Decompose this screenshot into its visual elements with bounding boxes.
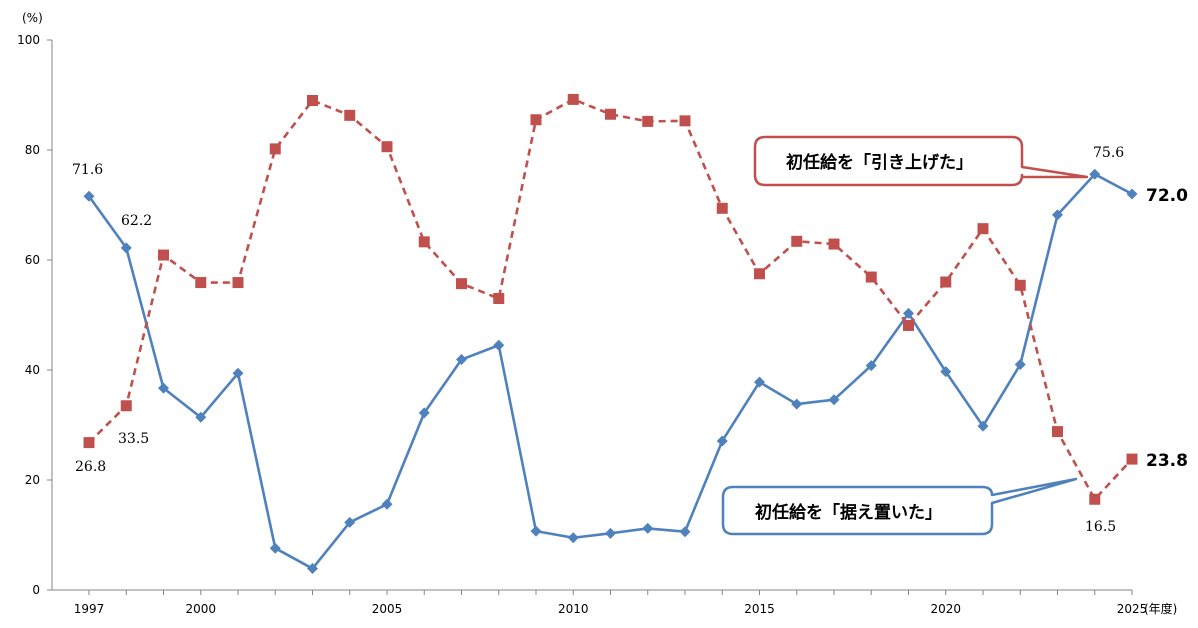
data-point-kept-2005 bbox=[381, 141, 393, 153]
data-label-2025-flat: 23.8 bbox=[1146, 451, 1188, 471]
data-point-kept-2006 bbox=[418, 236, 430, 248]
data-point-raised-2012 bbox=[642, 522, 654, 534]
data-label-2024-flat: 16.5 bbox=[1085, 519, 1116, 535]
data-point-kept-2011 bbox=[605, 108, 616, 120]
callout-kept: 初任給を「据え置いた」 bbox=[721, 477, 1078, 536]
y-tick-label: 100 bbox=[17, 33, 40, 47]
data-point-raised-2004 bbox=[344, 516, 356, 528]
data-point-raised-2023 bbox=[1052, 209, 1063, 221]
data-point-kept-2004 bbox=[344, 109, 356, 121]
data-point-raised-2017 bbox=[828, 394, 840, 406]
data-point-raised-1999 bbox=[158, 382, 169, 394]
data-point-kept-2023 bbox=[1052, 426, 1063, 438]
data-point-raised-2015 bbox=[754, 376, 765, 388]
data-point-raised-2021 bbox=[977, 420, 989, 432]
data-point-kept-2015 bbox=[754, 268, 765, 280]
data-point-raised-2020 bbox=[940, 366, 952, 378]
data-point-raised-2018 bbox=[865, 360, 877, 372]
callout-kept-text: 初任給を「据え置いた」 bbox=[755, 502, 942, 523]
data-point-kept-1998 bbox=[120, 400, 132, 412]
data-point-kept-2013 bbox=[679, 115, 691, 127]
data-point-kept-2001 bbox=[232, 277, 244, 289]
data-point-raised-2022 bbox=[1014, 359, 1026, 370]
data-point-raised-2011 bbox=[605, 527, 616, 539]
x-tick-label: 2015 bbox=[744, 602, 775, 616]
data-point-raised-2019 bbox=[903, 307, 914, 319]
callout-raised-text: 初任給を「引き上げた」 bbox=[786, 152, 973, 173]
data-point-kept-2014 bbox=[716, 202, 728, 214]
y-tick-label: 40 bbox=[25, 363, 40, 377]
data-point-kept-2003 bbox=[307, 95, 318, 106]
data-point-raised-2008 bbox=[493, 339, 505, 351]
y-tick-label: 60 bbox=[25, 253, 40, 267]
data-point-raised-2001 bbox=[232, 367, 244, 379]
x-axis: 1997 2000 2005 2010 2015 2020 2025 bbox=[52, 589, 1148, 616]
callout-kept-bubble bbox=[721, 477, 1078, 536]
data-point-raised-2014 bbox=[716, 435, 728, 447]
callout-raised: 初任給を「引き上げた」 bbox=[753, 135, 1089, 187]
data-point-kept-2000 bbox=[195, 277, 207, 289]
data-point-raised-2013 bbox=[679, 526, 691, 538]
data-point-raised-2016 bbox=[791, 398, 803, 410]
data-point-raised-1998 bbox=[120, 242, 132, 254]
y-tick-label: 0 bbox=[32, 583, 40, 597]
data-point-kept-2021 bbox=[977, 223, 989, 235]
data-label-1997-flat: 26.8 bbox=[75, 459, 106, 475]
data-point-raised-1997 bbox=[83, 190, 95, 202]
data-point-raised-2025 bbox=[1126, 188, 1138, 200]
data-point-raised-2010 bbox=[567, 532, 579, 544]
data-point-kept-2025 bbox=[1126, 453, 1138, 465]
data-point-kept-2012 bbox=[642, 115, 654, 127]
data-point-raised-2009 bbox=[530, 525, 542, 537]
data-point-raised-2003 bbox=[307, 563, 318, 575]
y-axis: 0 20 40 60 80 100 bbox=[17, 33, 53, 597]
x-tick-label: 2005 bbox=[372, 602, 403, 616]
x-tick-label: 2010 bbox=[558, 602, 589, 616]
data-label-1997-up: 71.6 bbox=[72, 162, 103, 178]
y-tick-label: 80 bbox=[25, 143, 40, 157]
callout-raised-bubble bbox=[753, 135, 1089, 187]
data-point-raised-2002 bbox=[269, 542, 281, 554]
data-point-kept-2007 bbox=[456, 278, 467, 290]
data-point-raised-2007 bbox=[456, 354, 467, 366]
data-point-kept-2009 bbox=[530, 114, 542, 126]
data-point-kept-1997 bbox=[83, 437, 95, 449]
series-layer bbox=[83, 93, 1138, 575]
data-point-kept-2017 bbox=[828, 238, 840, 250]
data-point-kept-2002 bbox=[269, 143, 281, 155]
data-point-kept-2022 bbox=[1014, 279, 1026, 291]
y-tick-label: 20 bbox=[25, 473, 40, 487]
data-label-1998-up: 62.2 bbox=[121, 213, 152, 229]
data-point-kept-2024 bbox=[1089, 493, 1101, 505]
data-point-kept-2016 bbox=[791, 235, 803, 247]
data-point-raised-2005 bbox=[381, 498, 393, 510]
data-point-kept-2008 bbox=[493, 293, 505, 304]
data-label-2025-up: 72.0 bbox=[1146, 186, 1188, 206]
y-unit-label: (%) bbox=[22, 11, 43, 25]
x-tick-label: 2025 bbox=[1117, 602, 1148, 616]
series-line-kept bbox=[88, 98, 1133, 501]
data-label-2024-up: 75.6 bbox=[1093, 145, 1124, 161]
data-point-raised-2006 bbox=[418, 407, 430, 419]
data-point-kept-1999 bbox=[158, 249, 169, 261]
x-tick-label: 2020 bbox=[930, 602, 961, 616]
data-point-raised-2000 bbox=[195, 411, 207, 423]
data-label-1998-flat: 33.5 bbox=[118, 431, 149, 447]
data-point-kept-2018 bbox=[865, 271, 877, 283]
data-point-kept-2010 bbox=[567, 93, 579, 105]
data-point-raised-2024 bbox=[1089, 168, 1101, 180]
x-tick-label: 2000 bbox=[185, 602, 216, 616]
x-tick-label: 1997 bbox=[74, 602, 105, 616]
x-unit-label: (年度) bbox=[1144, 601, 1177, 616]
data-point-kept-2019 bbox=[903, 319, 914, 331]
data-point-kept-2020 bbox=[940, 276, 952, 288]
